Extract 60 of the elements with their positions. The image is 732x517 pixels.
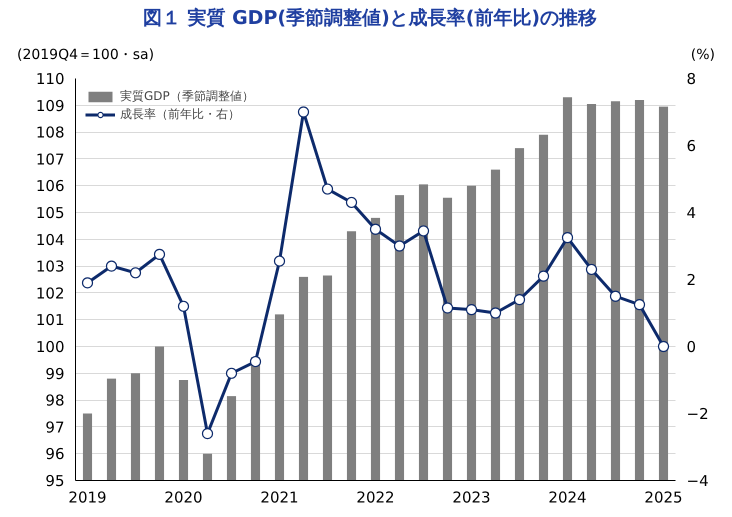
x-tick-label: 2023 <box>452 488 491 506</box>
point <box>274 255 286 267</box>
point <box>322 183 334 195</box>
y-tick-label: 104 <box>36 230 65 249</box>
point <box>130 267 142 278</box>
y-tick-label: 97 <box>45 418 65 436</box>
y-tick-label: 107 <box>36 150 65 168</box>
y-tick-label: 101 <box>36 311 65 330</box>
y-tick-label: 99 <box>45 364 65 383</box>
y-tick-label: 108 <box>36 124 65 142</box>
y2-tick-label: 4 <box>686 204 696 222</box>
y-tick-label: 105 <box>36 204 65 222</box>
point <box>586 264 598 276</box>
point <box>394 240 406 252</box>
point <box>610 290 622 302</box>
x-tick-label: 2022 <box>356 488 395 506</box>
x-tick-label: 2024 <box>548 488 587 506</box>
point <box>370 224 382 235</box>
point <box>82 277 94 288</box>
point <box>178 300 190 312</box>
y2-tick-label: −4 <box>686 472 709 490</box>
point <box>346 196 358 208</box>
y-tick-label: 98 <box>45 392 65 410</box>
x-tick-label: 2021 <box>260 488 299 506</box>
y-tick-label: 100 <box>36 338 65 356</box>
point <box>154 248 166 260</box>
y2-axis-title: (%) <box>690 46 715 65</box>
point <box>562 232 574 244</box>
x-tick-label: 2020 <box>164 488 203 506</box>
point <box>298 106 310 118</box>
point <box>658 340 670 352</box>
y-tick-label: 103 <box>36 258 65 276</box>
y2-tick-label: 0 <box>686 338 696 356</box>
point <box>106 260 118 272</box>
point <box>514 294 526 306</box>
y-axis-title: (2019Q4＝100・sa) <box>17 46 154 65</box>
legend-label: 成長率（前年比・右） <box>120 106 240 123</box>
y2-tick-label: 2 <box>686 271 696 289</box>
y2-tick-label: 6 <box>686 137 696 155</box>
point <box>634 299 646 310</box>
y-tick-label: 109 <box>36 96 65 115</box>
point <box>490 307 502 319</box>
point <box>418 225 430 237</box>
chart-title: 図１ 実質 GDP(季節調整値)と成長率(前年比)の推移 <box>142 6 598 31</box>
y2-tick-label: 8 <box>686 70 696 88</box>
y-tick-label: 95 <box>45 472 65 490</box>
point <box>202 428 214 440</box>
y-tick-label: 110 <box>36 70 65 88</box>
y2-tick-label: −2 <box>686 405 709 423</box>
legend-label: 実質GDP（季節調整値） <box>120 88 254 105</box>
y-tick-label: 96 <box>45 445 65 464</box>
point <box>442 302 454 314</box>
x-tick-label: 2025 <box>644 488 683 506</box>
y-tick-label: 106 <box>36 177 65 196</box>
point <box>466 304 478 316</box>
point <box>538 270 550 282</box>
x-tick-label: 2019 <box>68 488 107 506</box>
y-tick-label: 102 <box>36 284 65 302</box>
point <box>226 368 238 379</box>
point <box>250 356 262 368</box>
